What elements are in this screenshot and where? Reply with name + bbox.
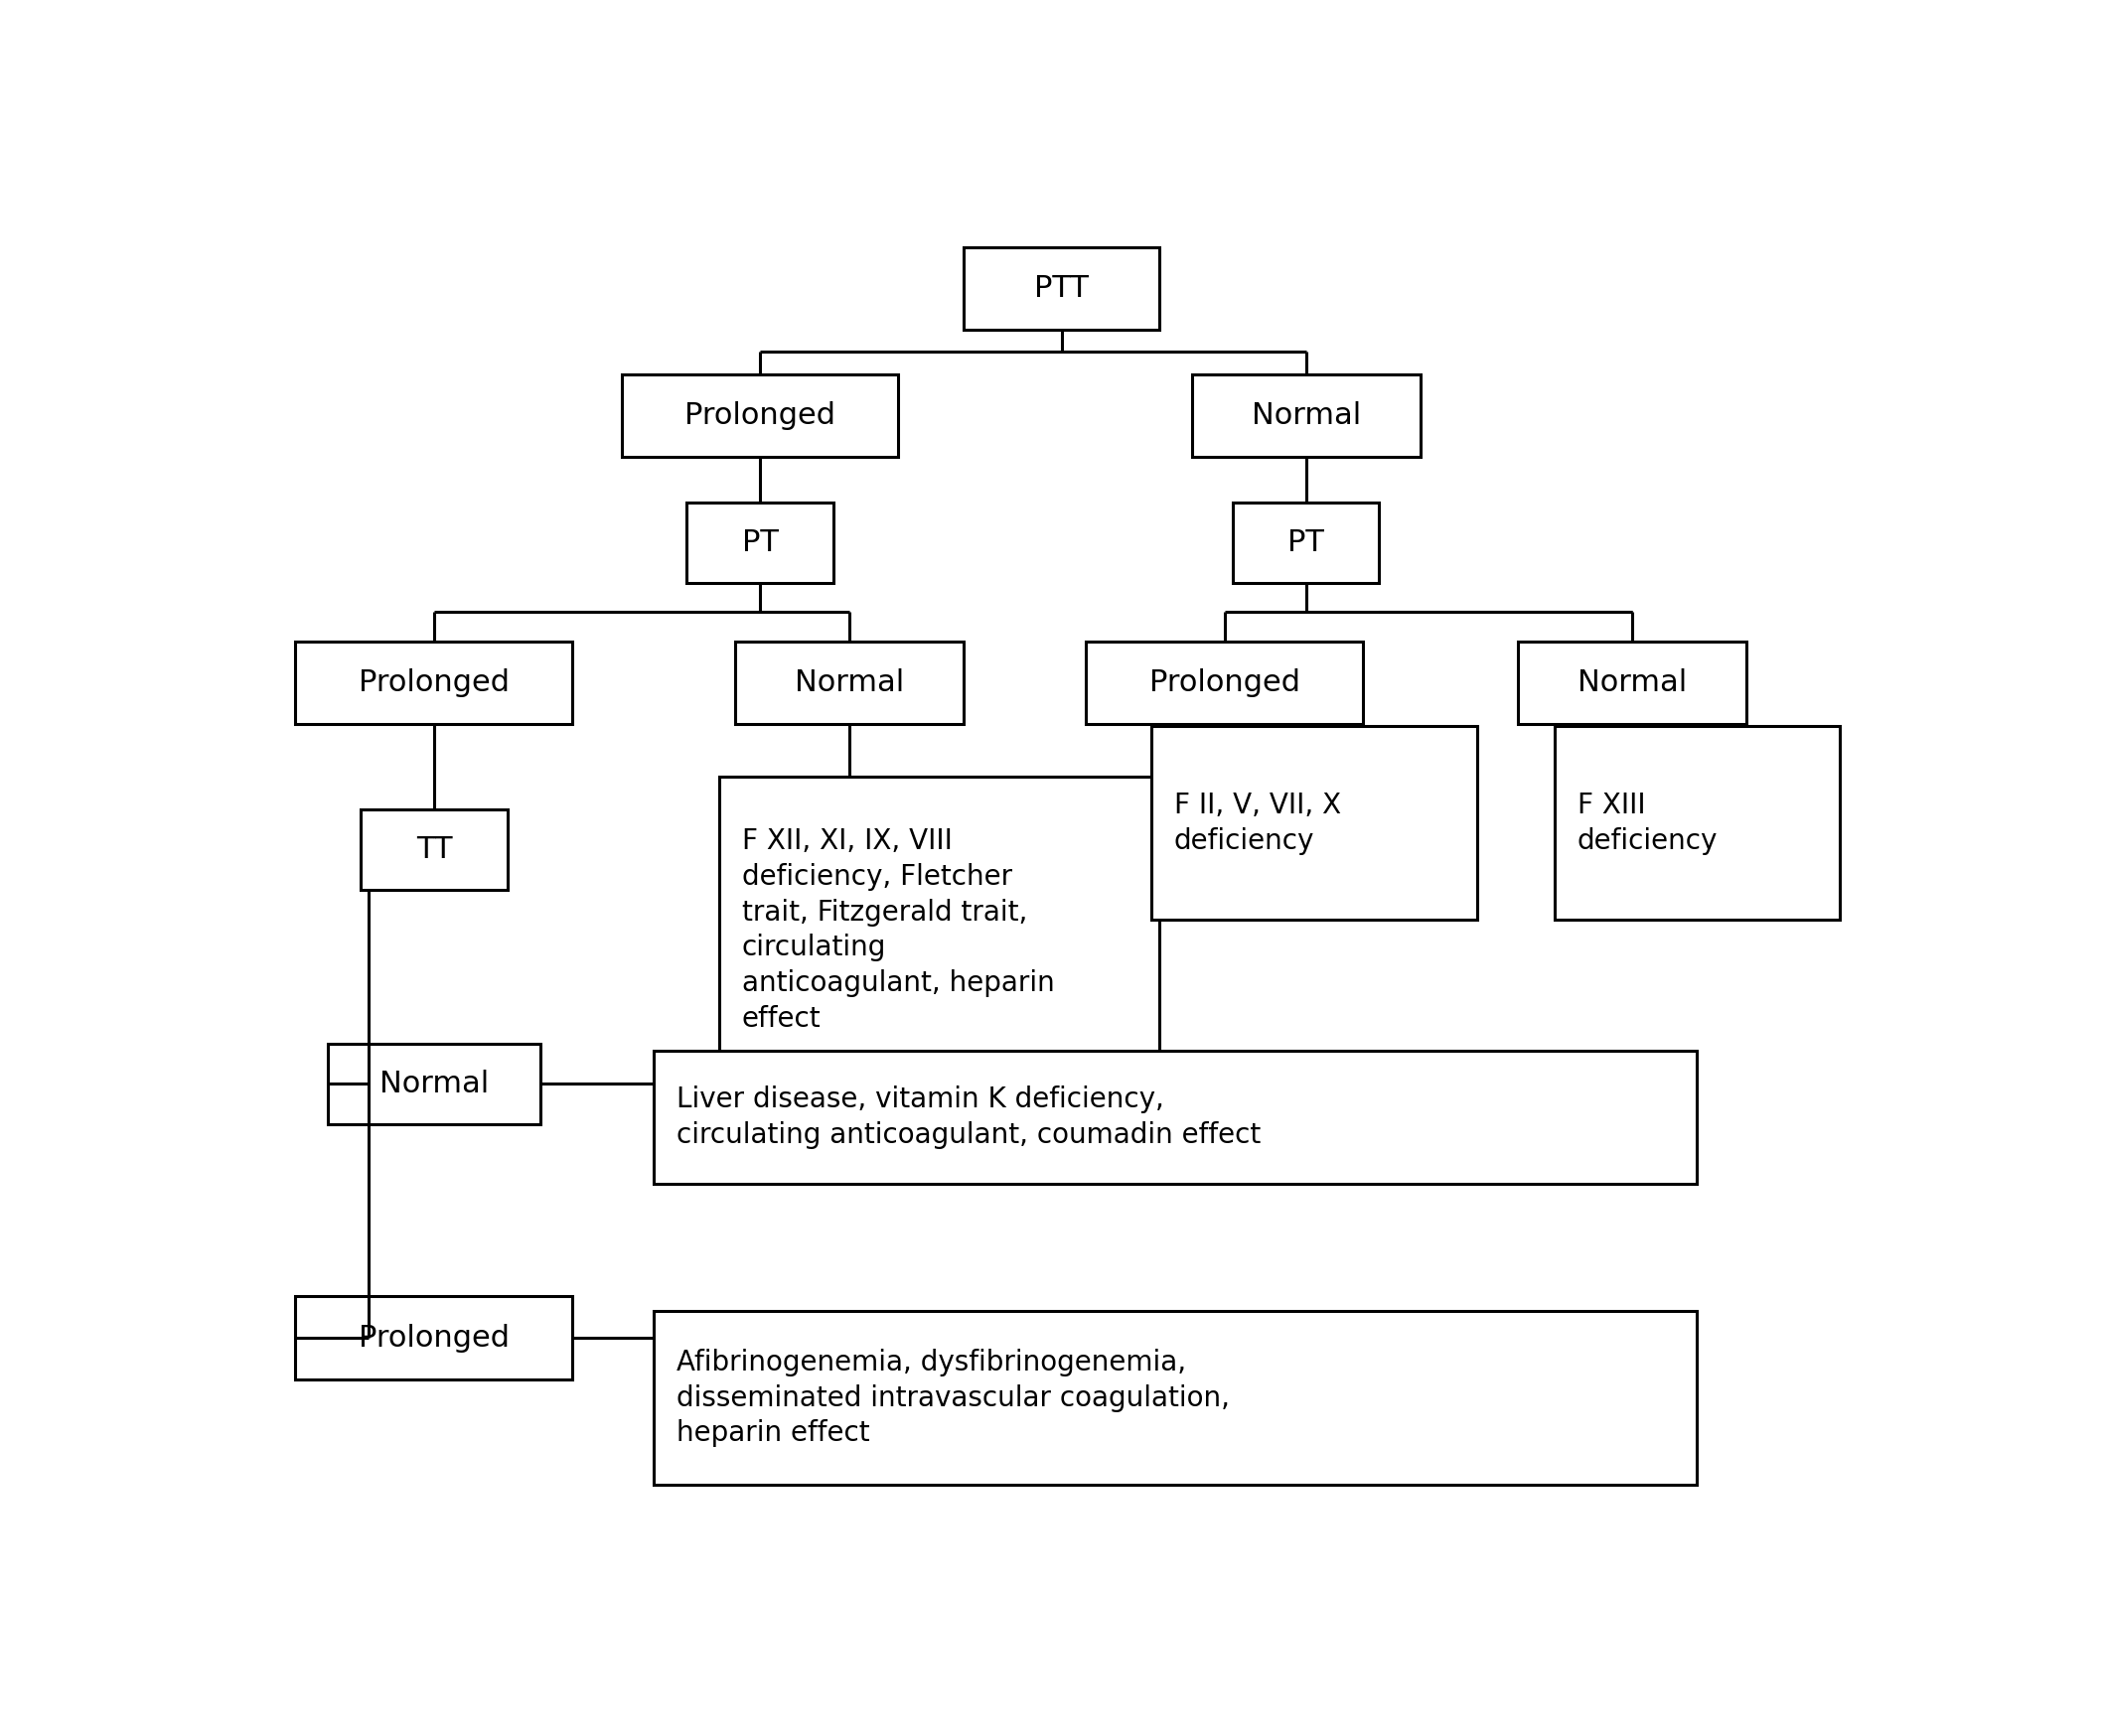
Text: F XIII
deficiency: F XIII deficiency	[1577, 792, 1718, 854]
FancyBboxPatch shape	[736, 641, 963, 724]
FancyBboxPatch shape	[1518, 641, 1745, 724]
FancyBboxPatch shape	[963, 247, 1159, 330]
FancyBboxPatch shape	[654, 1050, 1697, 1184]
FancyBboxPatch shape	[686, 502, 833, 583]
FancyBboxPatch shape	[1232, 502, 1380, 583]
Text: Normal: Normal	[379, 1069, 488, 1099]
FancyBboxPatch shape	[362, 809, 507, 891]
Text: Prolonged: Prolonged	[1148, 668, 1300, 698]
Text: PTT: PTT	[1035, 274, 1089, 302]
Text: PT: PT	[742, 528, 778, 557]
Text: Normal: Normal	[1577, 668, 1687, 698]
Text: Normal: Normal	[795, 668, 904, 698]
Text: TT: TT	[416, 835, 452, 865]
FancyBboxPatch shape	[294, 1297, 572, 1380]
FancyBboxPatch shape	[622, 373, 898, 457]
FancyBboxPatch shape	[1554, 726, 1840, 920]
FancyBboxPatch shape	[654, 1311, 1697, 1484]
Text: Normal: Normal	[1251, 401, 1361, 431]
FancyBboxPatch shape	[719, 776, 1159, 1083]
Text: F II, V, VII, X
deficiency: F II, V, VII, X deficiency	[1173, 792, 1342, 854]
Text: Liver disease, vitamin K deficiency,
circulating anticoagulant, coumadin effect: Liver disease, vitamin K deficiency, cir…	[677, 1085, 1262, 1149]
Text: Prolonged: Prolonged	[358, 668, 509, 698]
Text: F XII, XI, IX, VIII
deficiency, Fletcher
trait, Fitzgerald trait,
circulating
an: F XII, XI, IX, VIII deficiency, Fletcher…	[742, 828, 1056, 1033]
FancyBboxPatch shape	[328, 1043, 540, 1123]
Text: PT: PT	[1287, 528, 1325, 557]
Text: Prolonged: Prolonged	[683, 401, 835, 431]
Text: Prolonged: Prolonged	[358, 1323, 509, 1352]
Text: Afibrinogenemia, dysfibrinogenemia,
disseminated intravascular coagulation,
hepa: Afibrinogenemia, dysfibrinogenemia, diss…	[677, 1349, 1230, 1448]
FancyBboxPatch shape	[294, 641, 572, 724]
FancyBboxPatch shape	[1192, 373, 1420, 457]
FancyBboxPatch shape	[1085, 641, 1363, 724]
FancyBboxPatch shape	[1150, 726, 1476, 920]
